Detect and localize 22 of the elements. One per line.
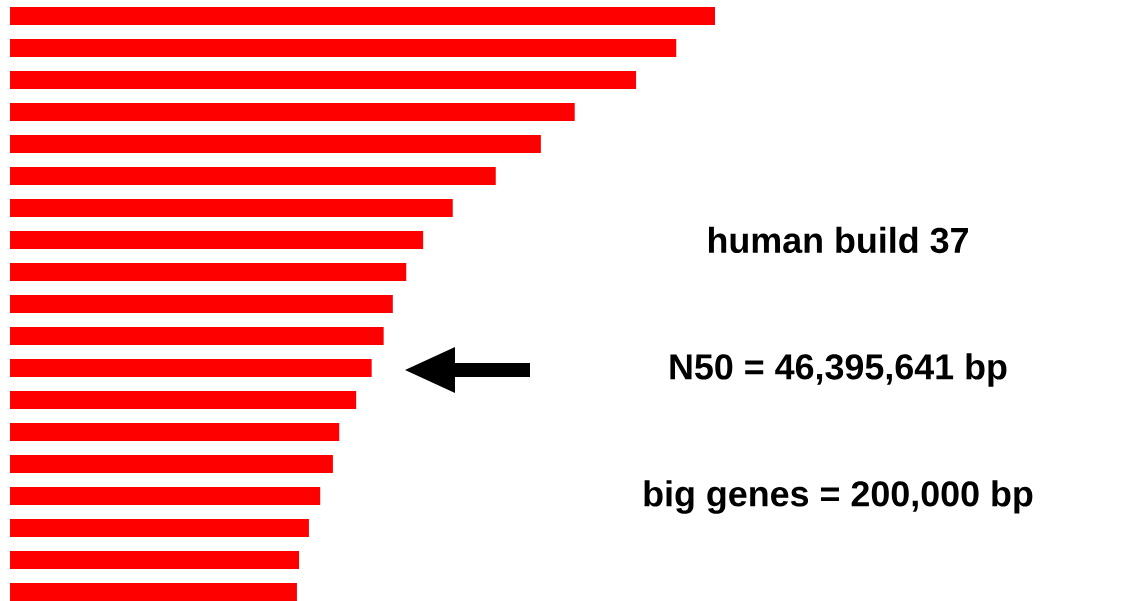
bar: [10, 230, 424, 249]
bar: [10, 454, 333, 473]
bar: [10, 518, 309, 537]
bar: [10, 358, 372, 377]
bar: [10, 134, 541, 153]
bar: [10, 262, 407, 281]
annotation: human build 37: [708, 226, 968, 254]
bar: [10, 486, 321, 505]
bar: [10, 422, 340, 441]
annotation: N50 = 46,395,641 bp: [670, 353, 1007, 387]
bar: [10, 166, 496, 185]
annotation: big genes = 200,000 bp: [644, 480, 1033, 514]
bar: [10, 294, 393, 313]
bar: [10, 582, 297, 601]
bar: [10, 38, 677, 57]
bar: [10, 102, 575, 121]
bar: [10, 6, 716, 25]
bar: [10, 390, 357, 409]
bar: [10, 326, 384, 345]
bar: [10, 550, 300, 569]
bar: [10, 198, 453, 217]
bar: [10, 70, 637, 89]
